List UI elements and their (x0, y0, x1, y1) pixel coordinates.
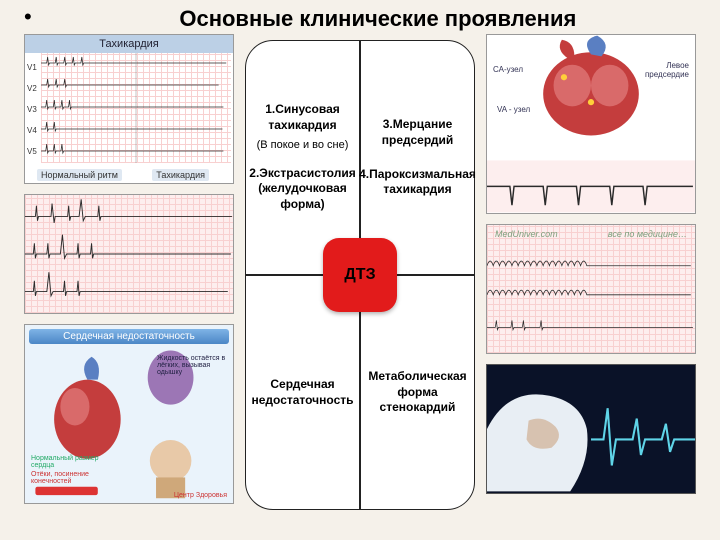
lead-labels: V1 V2 V3 V4 V5 (27, 57, 37, 162)
label-la: Левое предсердие (641, 61, 689, 79)
label-normal: Нормальный ритм (37, 169, 122, 181)
bullet: • (24, 6, 32, 28)
image-extrasystole-ecg (24, 194, 234, 314)
center-badge: ДТЗ (323, 238, 397, 312)
image-af-ecg: MedUniver.com все по медицине… (486, 224, 696, 354)
hf-caption-3: Отёки, посинение конечностей (31, 471, 121, 485)
hf-logo: Центр Здоровья (174, 492, 227, 499)
ecg-traces (41, 53, 231, 163)
right-column: СА-узел Левое предсердие VA - узел MedUn… (486, 34, 696, 524)
image-heart-conduction: СА-узел Левое предсердие VA - узел (486, 34, 696, 214)
label-av: VA - узел (497, 105, 530, 114)
image-chest-pain (486, 364, 696, 494)
label-sa: СА-узел (493, 65, 523, 74)
center-column: 1.Синусовая тахикардия (В покое и во сне… (242, 34, 478, 524)
left-column: Тахикардия V1 V2 V3 V4 V5 (24, 34, 234, 524)
page-title: Основные клинические проявления (60, 6, 696, 32)
tachy-header: Тахикардия (25, 35, 233, 53)
hf-caption-1: Жидкость остаётся в лёгких, вызывая одыш… (157, 355, 227, 376)
label-tachy: Тахикардия (152, 169, 209, 181)
dtz-diagram: 1.Синусовая тахикардия (В покое и во сне… (245, 40, 475, 510)
hf-caption-2: Нормальный размер сердца (31, 455, 101, 469)
image-tachycardia-ecg: Тахикардия V1 V2 V3 V4 V5 (24, 34, 234, 184)
image-heart-failure: Сердечная недостаточность Жидкость остаё… (24, 324, 234, 504)
content-grid: Тахикардия V1 V2 V3 V4 V5 (0, 34, 720, 524)
